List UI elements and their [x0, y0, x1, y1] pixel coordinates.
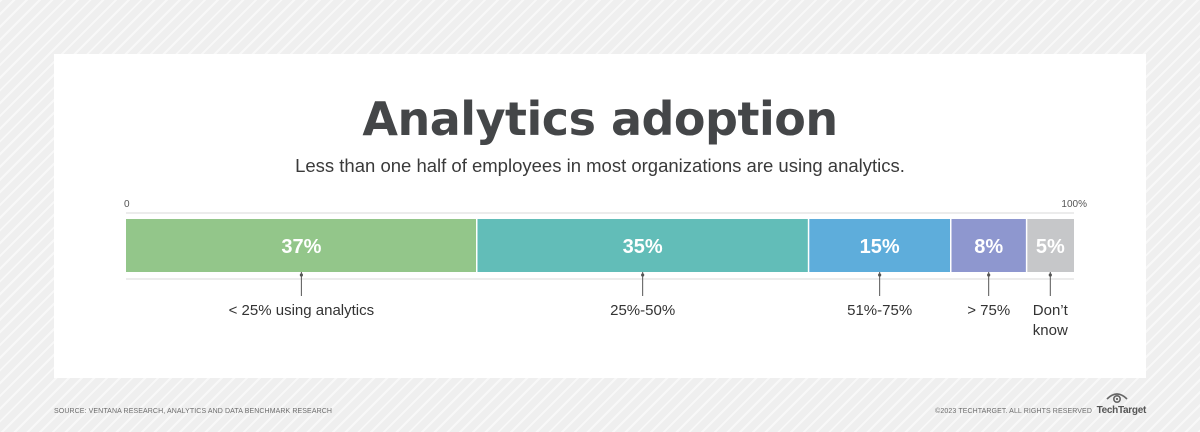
- source-note: SOURCE: VENTANA RESEARCH, ANALYTICS AND …: [54, 408, 333, 415]
- bar-segment: [476, 219, 809, 272]
- leader-dot: [878, 273, 882, 277]
- segment-value-label: 35%: [623, 236, 663, 258]
- segment-category-label: < 25% using analytics: [229, 302, 375, 319]
- bar-segment: [126, 219, 477, 272]
- axis-min-label: 0: [124, 199, 130, 210]
- leader-dot: [987, 273, 991, 277]
- segment-category-label: Don’t know: [1033, 302, 1069, 339]
- chart-subtitle: Less than one half of employees in most …: [295, 155, 905, 176]
- leader-dot: [1048, 273, 1052, 277]
- segment-category-label: > 75%: [967, 302, 1010, 319]
- segment-value-label: 15%: [860, 236, 900, 258]
- eye-icon: [1106, 393, 1128, 404]
- bar-segment: [808, 219, 951, 272]
- copyright-note: ©2023 TECHTARGET. ALL RIGHTS RESERVED: [935, 408, 1092, 415]
- leader-dot: [299, 273, 303, 277]
- brand-name: TechTarget: [1096, 405, 1147, 416]
- segment-value-label: 5%: [1036, 236, 1065, 258]
- segment-value-label: 37%: [281, 236, 321, 258]
- bar-segment: [1026, 219, 1074, 272]
- axis-max-label: 100%: [1061, 199, 1087, 210]
- chart-title: Analytics adoption: [362, 92, 838, 146]
- chart-card: [54, 54, 1146, 378]
- segment-category-label: 51%-75%: [847, 302, 912, 319]
- brand-logo: TechTarget: [1086, 392, 1146, 420]
- segment-category-label: 25%-50%: [610, 302, 675, 319]
- leader-dot: [641, 273, 645, 277]
- bar-segment: [950, 219, 1027, 272]
- segment-value-label: 8%: [974, 236, 1003, 258]
- bar-segments: 37% < 25% using analytics 35% 25%-50% 15% 51%…: [126, 219, 1074, 339]
